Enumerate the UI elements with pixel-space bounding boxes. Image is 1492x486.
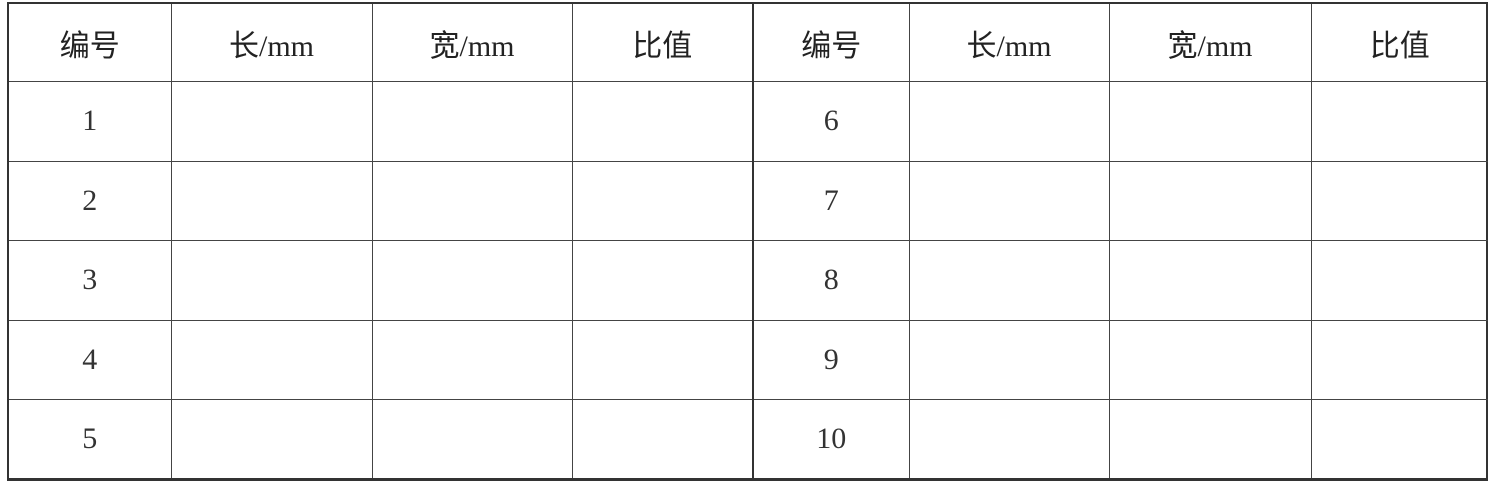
row-number: 5 bbox=[9, 399, 172, 478]
header-row: 编号 长/mm 宽/mm 比值 bbox=[754, 4, 1488, 82]
cell-ratio[interactable] bbox=[571, 240, 752, 321]
row-number: 3 bbox=[9, 240, 172, 321]
table-row: 9 bbox=[754, 319, 1488, 401]
cell-width[interactable] bbox=[1108, 81, 1312, 162]
row-number: 1 bbox=[9, 81, 172, 162]
cell-ratio[interactable] bbox=[571, 160, 752, 242]
table-row: 1 bbox=[9, 81, 752, 162]
cell-length[interactable] bbox=[170, 240, 373, 321]
cell-length[interactable] bbox=[908, 160, 1110, 242]
header-width: 宽/mm bbox=[371, 4, 573, 82]
header-id: 编号 bbox=[754, 4, 910, 82]
table-row: 2 bbox=[9, 160, 752, 242]
cell-length[interactable] bbox=[170, 81, 373, 162]
cell-width[interactable] bbox=[371, 81, 573, 162]
header-id: 编号 bbox=[9, 4, 172, 82]
table-row: 8 bbox=[754, 240, 1488, 321]
cell-length[interactable] bbox=[908, 81, 1110, 162]
cell-ratio[interactable] bbox=[1310, 399, 1488, 478]
cell-width[interactable] bbox=[371, 399, 573, 478]
cell-length[interactable] bbox=[908, 399, 1110, 478]
cell-width[interactable] bbox=[1108, 160, 1312, 242]
cell-ratio[interactable] bbox=[1310, 240, 1488, 321]
double-divider bbox=[752, 4, 754, 478]
header-width: 宽/mm bbox=[1108, 4, 1312, 82]
row-number: 9 bbox=[754, 319, 910, 401]
row-number: 4 bbox=[9, 319, 172, 401]
table-row: 3 bbox=[9, 240, 752, 321]
cell-length[interactable] bbox=[908, 319, 1110, 401]
measurement-table: 编号 长/mm 宽/mm 比值 1 2 3 4 5 编号 长/mm 宽/mm 比值 6 7 8 9 10 bbox=[7, 2, 1488, 481]
cell-width[interactable] bbox=[1108, 319, 1312, 401]
cell-length[interactable] bbox=[170, 319, 373, 401]
row-number: 7 bbox=[754, 160, 910, 242]
cell-width[interactable] bbox=[1108, 399, 1312, 478]
cell-ratio[interactable] bbox=[571, 81, 752, 162]
row-number: 10 bbox=[754, 399, 910, 478]
cell-length[interactable] bbox=[908, 240, 1110, 321]
cell-width[interactable] bbox=[1108, 240, 1312, 321]
header-ratio: 比值 bbox=[571, 4, 752, 82]
cell-ratio[interactable] bbox=[571, 399, 752, 478]
cell-width[interactable] bbox=[371, 160, 573, 242]
row-number: 6 bbox=[754, 81, 910, 162]
cell-width[interactable] bbox=[371, 319, 573, 401]
row-number: 2 bbox=[9, 160, 172, 242]
header-ratio: 比值 bbox=[1310, 4, 1488, 82]
cell-ratio[interactable] bbox=[571, 319, 752, 401]
right-table: 编号 长/mm 宽/mm 比值 6 7 8 9 10 bbox=[754, 4, 1488, 478]
table-row: 10 bbox=[754, 399, 1488, 478]
cell-ratio[interactable] bbox=[1310, 81, 1488, 162]
table-row: 5 bbox=[9, 399, 752, 478]
cell-length[interactable] bbox=[170, 399, 373, 478]
table-row: 6 bbox=[754, 81, 1488, 162]
header-length: 长/mm bbox=[908, 4, 1110, 82]
row-number: 8 bbox=[754, 240, 910, 321]
table-row: 7 bbox=[754, 160, 1488, 242]
cell-length[interactable] bbox=[170, 160, 373, 242]
header-row: 编号 长/mm 宽/mm 比值 bbox=[9, 4, 752, 82]
cell-ratio[interactable] bbox=[1310, 319, 1488, 401]
cell-width[interactable] bbox=[371, 240, 573, 321]
left-table: 编号 长/mm 宽/mm 比值 1 2 3 4 5 bbox=[9, 4, 752, 478]
cell-ratio[interactable] bbox=[1310, 160, 1488, 242]
header-length: 长/mm bbox=[170, 4, 373, 82]
table-row: 4 bbox=[9, 319, 752, 401]
